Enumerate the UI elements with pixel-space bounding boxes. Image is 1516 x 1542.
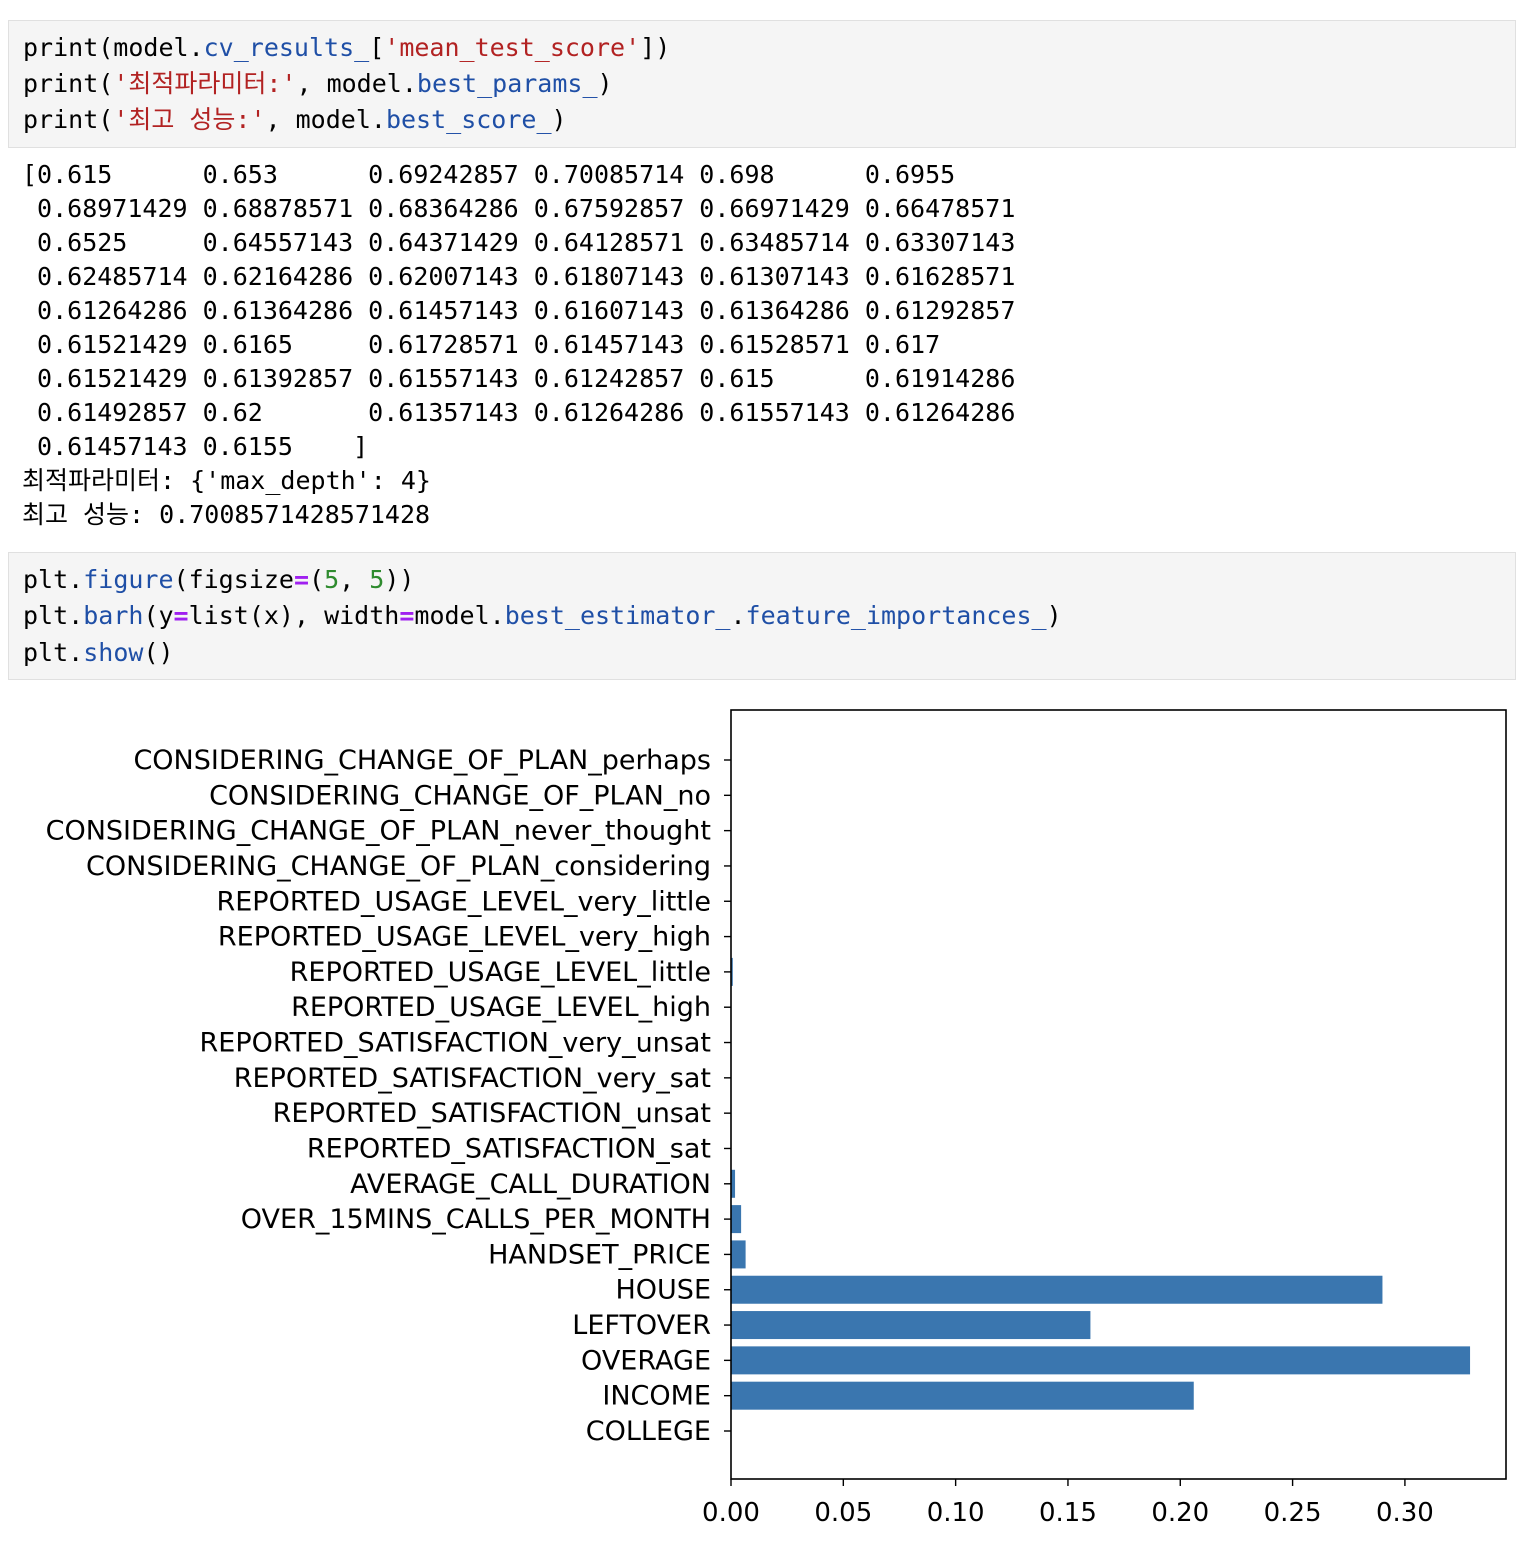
y-tick-label: HANDSET_PRICE bbox=[488, 1239, 711, 1270]
code-token: plt. bbox=[23, 601, 84, 630]
code-token: 'mean_test_score' bbox=[384, 33, 641, 62]
code-line-1-1: print(model.cv_results_['mean_test_score… bbox=[23, 30, 670, 66]
array-output-line: 0.6525 0.64557143 0.64371429 0.64128571 … bbox=[22, 228, 1016, 257]
y-tick-label: LEFTOVER bbox=[572, 1310, 711, 1341]
code-token: show bbox=[83, 638, 144, 667]
array-output-line: 0.68971429 0.68878571 0.68364286 0.67592… bbox=[22, 194, 1016, 223]
code-token: () bbox=[143, 638, 174, 667]
code-token: print( bbox=[23, 69, 114, 98]
bar-over_15mins_calls_per_month bbox=[731, 1205, 742, 1234]
feature-importance-chart: COLLEGE INCOME OVERAGE LEFTOVER HOUSE HANDSET… bbox=[0, 690, 1516, 1542]
bar-average_call_duration bbox=[731, 1169, 736, 1198]
array-output-line: 0.61521429 0.61392857 0.61557143 0.61242… bbox=[22, 364, 1016, 393]
code-token: = bbox=[293, 565, 310, 594]
code-line-1-2: print('최적파라미터:', model.best_params_) bbox=[23, 66, 613, 102]
code-token: barh bbox=[83, 601, 144, 630]
code-cell-1[interactable]: print(model.cv_results_['mean_test_score… bbox=[8, 20, 1516, 148]
y-tick-label: CONSIDERING_CHANGE_OF_PLAN_considering bbox=[86, 851, 711, 882]
array-output-line: 0.61457143 0.6155 ] bbox=[22, 432, 369, 461]
array-output-line: 0.61264286 0.61364286 0.61457143 0.61607… bbox=[22, 296, 1016, 325]
code-token: [ bbox=[369, 33, 385, 62]
code-token: ( bbox=[309, 565, 325, 594]
code-token: list(x), width bbox=[188, 601, 400, 630]
y-tick-label: OVERAGE bbox=[581, 1345, 711, 1376]
bar-house bbox=[731, 1275, 1383, 1304]
plot-frame bbox=[730, 709, 1507, 1480]
code-token: '최적파라미터:' bbox=[113, 69, 297, 98]
code-line-2-3: plt.show() bbox=[23, 635, 174, 671]
code-token: = bbox=[399, 601, 415, 630]
code-token: plt. bbox=[23, 565, 84, 594]
array-output-line: 0.62485714 0.62164286 0.62007143 0.61807… bbox=[22, 262, 1016, 291]
code-token: ]) bbox=[640, 33, 671, 62]
bar-overage bbox=[731, 1346, 1471, 1375]
code-token: 5 bbox=[369, 565, 385, 594]
y-tick-label: REPORTED_USAGE_LEVEL_very_high bbox=[218, 922, 711, 953]
code-token: (figsize bbox=[173, 565, 294, 594]
code-token: ) bbox=[597, 69, 613, 98]
code-cell-2[interactable]: plt.figure(figsize=(5, 5)) plt.barh(y=li… bbox=[8, 552, 1516, 680]
code-token: plt. bbox=[23, 638, 84, 667]
y-tick-label: REPORTED_USAGE_LEVEL_little bbox=[290, 957, 711, 988]
y-tick-label: CONSIDERING_CHANGE_OF_PLAN_no bbox=[209, 780, 711, 811]
y-tick-label: REPORTED_SATISFACTION_sat bbox=[307, 1133, 711, 1164]
y-tick-label: REPORTED_USAGE_LEVEL_high bbox=[291, 992, 711, 1023]
y-tick-label: OVER_15MINS_CALLS_PER_MONTH bbox=[241, 1204, 711, 1235]
y-tick-label: HOUSE bbox=[615, 1275, 711, 1306]
x-tick-label: 0.15 bbox=[1039, 1498, 1097, 1528]
code-token: , bbox=[339, 565, 370, 594]
code-token: , model. bbox=[296, 69, 417, 98]
y-tick-label: REPORTED_USAGE_LEVEL_very_little bbox=[216, 886, 711, 917]
x-tick-label: 0.05 bbox=[814, 1498, 872, 1528]
chart-svg: COLLEGE INCOME OVERAGE LEFTOVER HOUSE HANDSET… bbox=[46, 709, 1507, 1528]
x-tick-label: 0.10 bbox=[927, 1498, 985, 1528]
code-token: 5 bbox=[324, 565, 340, 594]
x-tick-label: 0.30 bbox=[1376, 1498, 1434, 1528]
code-token: best_score_ bbox=[385, 105, 552, 134]
code-line-1-3: print('최고 성능:', model.best_score_) bbox=[23, 102, 567, 138]
bar-handset_price bbox=[731, 1240, 746, 1269]
code-token: ) bbox=[551, 105, 567, 134]
bar-income bbox=[731, 1381, 1194, 1410]
code-token: . bbox=[730, 601, 746, 630]
code-token: , model. bbox=[265, 105, 386, 134]
code-token: '최고 성능:' bbox=[113, 105, 266, 134]
best-params-output: 최적파라미터: {'max_depth': 4} bbox=[22, 466, 431, 495]
code-token: best_params_ bbox=[416, 69, 598, 98]
x-tick-label: 0.00 bbox=[702, 1498, 760, 1528]
code-token: )) bbox=[384, 565, 415, 594]
y-tick-label: REPORTED_SATISFACTION_very_unsat bbox=[200, 1028, 712, 1059]
code-token: print( bbox=[23, 105, 114, 134]
y-tick-label: COLLEGE bbox=[586, 1416, 711, 1447]
code-line-2-2: plt.barh(y=list(x), width=model.best_est… bbox=[23, 598, 1062, 634]
array-output-line: [0.615 0.653 0.69242857 0.70085714 0.698… bbox=[22, 160, 956, 189]
code-line-2-1: plt.figure(figsize=(5, 5)) bbox=[23, 562, 414, 598]
code-token: feature_importances_ bbox=[745, 601, 1047, 630]
code-token: model. bbox=[414, 601, 505, 630]
y-tick-label: CONSIDERING_CHANGE_OF_PLAN_perhaps bbox=[133, 745, 711, 776]
x-tick-label: 0.20 bbox=[1151, 1498, 1209, 1528]
best-score-output: 최고 성능: 0.7008571428571428 bbox=[22, 500, 431, 529]
y-tick-label: AVERAGE_CALL_DURATION bbox=[350, 1169, 711, 1200]
x-tick-label: 0.25 bbox=[1264, 1498, 1322, 1528]
y-tick-label: REPORTED_SATISFACTION_unsat bbox=[273, 1098, 711, 1129]
y-tick-label: INCOME bbox=[602, 1381, 711, 1412]
code-token: figure bbox=[83, 565, 174, 594]
y-tick-label: REPORTED_SATISFACTION_very_sat bbox=[234, 1063, 711, 1094]
code-token: (y bbox=[143, 601, 174, 630]
bar-reported_usage_level_little bbox=[731, 957, 733, 986]
y-tick-label: CONSIDERING_CHANGE_OF_PLAN_never_thought bbox=[46, 816, 711, 847]
code-token: best_estimator_ bbox=[504, 601, 731, 630]
array-output-line: 0.61521429 0.6165 0.61728571 0.61457143 … bbox=[22, 330, 941, 359]
code-token: cv_results_ bbox=[203, 33, 370, 62]
code-token: print(model. bbox=[23, 33, 204, 62]
code-token: ) bbox=[1046, 601, 1062, 630]
code-token: = bbox=[173, 601, 189, 630]
array-output-line: 0.61492857 0.62 0.61357143 0.61264286 0.… bbox=[22, 398, 1016, 427]
bar-leftover bbox=[731, 1311, 1091, 1340]
